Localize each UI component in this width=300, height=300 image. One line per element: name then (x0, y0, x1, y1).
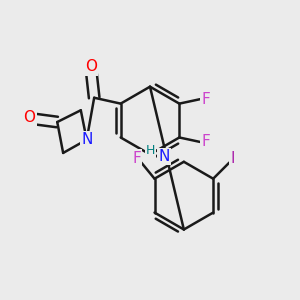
Text: O: O (85, 59, 97, 74)
Text: O: O (23, 110, 35, 125)
Text: N: N (81, 132, 92, 147)
Text: I: I (230, 152, 235, 166)
Text: H: H (146, 144, 155, 157)
Text: F: F (201, 134, 210, 149)
Text: F: F (201, 92, 210, 107)
Text: F: F (133, 151, 141, 166)
Text: N: N (158, 149, 170, 164)
